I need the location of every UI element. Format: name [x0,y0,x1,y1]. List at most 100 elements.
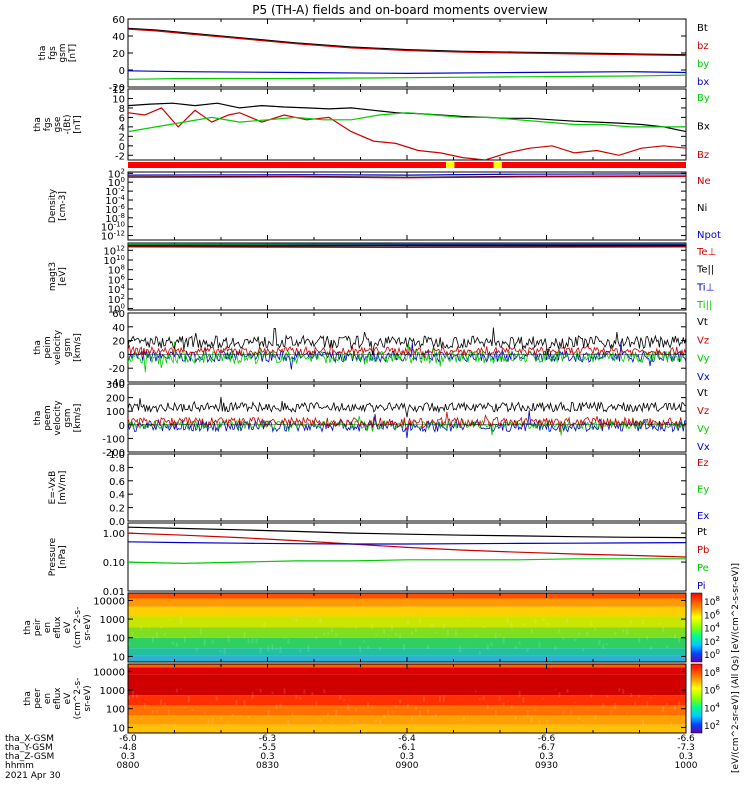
s2-texture [610,711,612,716]
s2-texture [287,720,289,725]
s1-texture [519,641,521,644]
s2-texture [184,707,186,708]
s1-texture [275,647,277,649]
xtick-time-2: 0900 [396,761,419,771]
p4-legend-Ti||: Ti|| [696,300,712,311]
s1-texture [419,618,421,623]
s2-band-2 [128,674,686,695]
p4-frame [128,243,686,310]
s2-texture [582,720,584,721]
s1-texture [371,624,373,629]
s1-ytick-label: 10 [112,652,125,663]
p5-ytick-label: 60 [112,309,125,320]
s2-texture [248,716,250,719]
s1-texture [347,626,349,628]
s2-texture [168,709,170,716]
p8-ylabel-1: [nPa] [58,545,68,568]
s2-texture [550,720,552,721]
s2-texture [156,710,158,712]
p5-ylabel-3: gsm [63,338,73,357]
s1-ylabel-2: en [43,622,53,633]
s1-ylabel-3: eflux [53,616,63,639]
s2-texture [471,713,473,714]
s2-texture [654,695,656,696]
cb2-label-3: 102 [704,719,720,732]
s1-texture [594,627,596,631]
s1-band-2 [128,607,686,617]
s2-texture [614,703,616,709]
s1-texture [363,640,365,642]
s1-texture [355,626,357,629]
p2-ytick-label: 2 [119,132,125,143]
s1-texture [523,623,525,626]
s2-texture [423,697,425,703]
s2-texture [355,708,357,711]
s2-texture [216,696,218,701]
s2-texture [650,697,652,698]
s1-texture [176,643,178,647]
s1-texture [515,646,517,649]
p8-legend-Pe: Pe [697,563,709,574]
s1-texture [411,631,413,634]
s1-texture [475,635,477,637]
s2-texture [535,709,537,711]
s1-texture [379,647,381,650]
p4-legend-Te||: Te|| [696,265,714,276]
s1-band-4 [128,628,686,638]
s2-texture [383,715,385,718]
p6-series-group [128,397,686,438]
p1-legend-by: by [697,59,709,70]
s1-ylabel-1: peir [33,618,43,636]
state-bar-segment-2 [454,162,493,168]
s2-texture [558,692,560,697]
s1-texture [678,638,680,643]
s1-texture [132,632,134,637]
p1-ylabel-3: [nT] [68,44,78,62]
p6-ytick-label: 0 [119,421,125,432]
p2-ytick-label: -2 [115,151,125,162]
p6-legend-Vy: Vy [697,424,710,435]
s1-texture [415,628,417,632]
s1-texture [503,637,505,643]
p1-ylabel-2: gsm [58,43,68,62]
s2-ytick-label: 100 [106,705,125,716]
s1-ytick-label: 100 [106,634,125,645]
p8-ylabel-0: Pressure [48,537,58,576]
p1-series-bx [128,71,686,74]
s1-texture [140,626,142,631]
s2-ylabel-2: en [43,693,53,704]
s1-texture [535,619,537,623]
s2-texture [319,719,321,722]
s1-texture [264,622,266,628]
s2-texture [570,711,572,715]
s1-texture [491,643,493,646]
s2-texture [188,696,190,703]
s1-texture [160,626,162,628]
s1-ylabel-4: eV [63,621,73,634]
s1-texture [192,636,194,637]
s2-ylabel-5: (cm^2-s- [73,678,83,720]
s1-texture [319,618,321,623]
state-bar-segment-4 [502,162,686,168]
s1-texture [256,638,258,643]
s1-texture [204,639,206,645]
s2-texture [566,689,568,693]
s1-texture [427,645,429,649]
s1-texture [634,633,636,634]
s1-texture [646,636,648,640]
s1-texture [335,633,337,636]
p6-ylabel-1: peem [43,405,53,431]
s1-texture [602,644,604,649]
s1-texture [622,629,624,632]
p3-ylabel-1: [cm-3] [58,191,68,221]
s1-texture [459,646,461,653]
s1-texture [220,650,222,652]
s1-texture [658,623,660,625]
s2-texture [407,704,409,708]
s2-texture [646,701,648,707]
s1-texture [279,647,281,653]
s1-texture [455,630,457,636]
s1-ylabel-6: sr-eV) [83,614,93,640]
s2-texture [140,718,142,721]
